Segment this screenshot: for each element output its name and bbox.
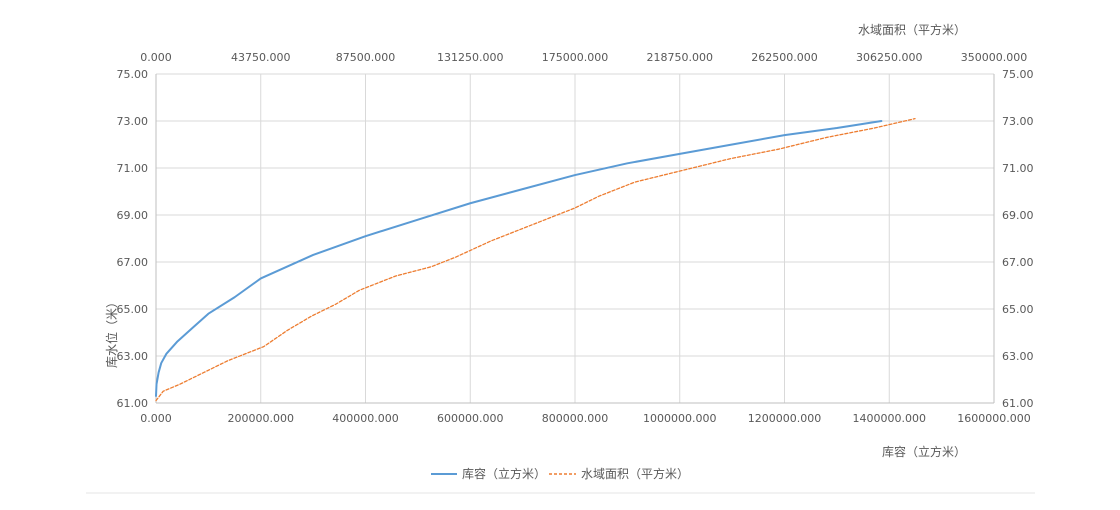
y-tick-label-left: 63.00 bbox=[117, 350, 149, 363]
y-tick-label-left: 67.00 bbox=[117, 256, 149, 269]
x-bottom-tick-label: 1200000.000 bbox=[748, 412, 821, 425]
y-tick-label-left: 69.00 bbox=[117, 209, 149, 222]
x-bottom-tick-label: 0.000 bbox=[140, 412, 172, 425]
y-tick-label-right: 61.00 bbox=[1002, 397, 1034, 410]
y-tick-label-left: 65.00 bbox=[117, 303, 149, 316]
y-tick-label-right: 67.00 bbox=[1002, 256, 1034, 269]
x-axis-bottom-title: 库容（立方米） bbox=[882, 444, 966, 459]
x-bottom-tick-label: 1000000.000 bbox=[643, 412, 716, 425]
y-tick-label-right: 73.00 bbox=[1002, 115, 1034, 128]
x-bottom-tick-label: 200000.000 bbox=[228, 412, 294, 425]
y-tick-label-right: 63.00 bbox=[1002, 350, 1034, 363]
series-line-area bbox=[155, 118, 916, 402]
x-top-tick-label: 262500.000 bbox=[751, 51, 817, 64]
tick-labels: 61.00 61.00 63.00 63.00 65.00 65.00 67.00 67.00… bbox=[117, 51, 1034, 425]
x-top-tick-label: 175000.000 bbox=[542, 51, 608, 64]
x-bottom-tick-label: 400000.000 bbox=[332, 412, 398, 425]
x-bottom-tick-label: 600000.000 bbox=[437, 412, 503, 425]
y-tick-label-right: 71.00 bbox=[1002, 162, 1034, 175]
legend-label-area: 水域面积（平方米） bbox=[581, 466, 689, 481]
x-top-tick-label: 350000.000 bbox=[961, 51, 1027, 64]
y-tick-label-right: 69.00 bbox=[1002, 209, 1034, 222]
legend: 库容（立方米） 水域面积（平方米） bbox=[431, 466, 689, 481]
legend-label-storage: 库容（立方米） bbox=[462, 466, 546, 481]
series-line-storage bbox=[155, 120, 883, 397]
x-bottom-tick-label: 1600000.000 bbox=[957, 412, 1030, 425]
y-tick-label-right: 75.00 bbox=[1002, 68, 1034, 81]
y-tick-label-left: 73.00 bbox=[117, 115, 149, 128]
x-bottom-tick-label: 800000.000 bbox=[542, 412, 608, 425]
x-top-tick-label: 218750.000 bbox=[647, 51, 713, 64]
axes bbox=[155, 74, 995, 404]
y-tick-label-left: 75.00 bbox=[117, 68, 149, 81]
y-tick-label-left: 71.00 bbox=[117, 162, 149, 175]
x-bottom-tick-label: 1400000.000 bbox=[853, 412, 926, 425]
y-tick-label-right: 65.00 bbox=[1002, 303, 1034, 316]
y-axis-title: 库水位（米） bbox=[104, 296, 119, 368]
x-top-tick-label: 87500.000 bbox=[336, 51, 396, 64]
y-tick-label-left: 61.00 bbox=[117, 397, 149, 410]
x-top-tick-label: 0.000 bbox=[140, 51, 172, 64]
x-axis-top-title: 水域面积（平方米） bbox=[858, 22, 966, 37]
x-top-tick-label: 131250.000 bbox=[437, 51, 503, 64]
x-top-tick-label: 43750.000 bbox=[231, 51, 291, 64]
series-lines bbox=[155, 118, 916, 402]
x-top-tick-label: 306250.000 bbox=[856, 51, 922, 64]
